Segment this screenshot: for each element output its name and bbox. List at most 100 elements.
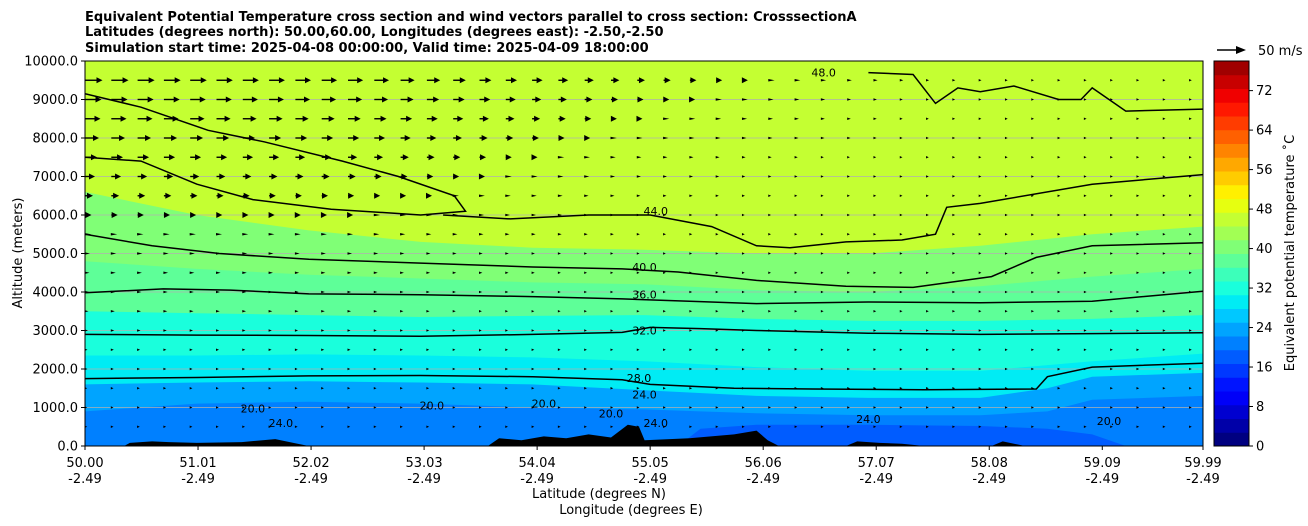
wind-arrow [242, 310, 247, 313]
wind-arrow-head [663, 136, 669, 140]
wind-arrow-head [242, 271, 247, 274]
wind-arrow [85, 115, 101, 122]
wind-arrow-head [1162, 271, 1166, 274]
wind-arrow [400, 233, 406, 236]
wind-arrow-head [374, 192, 381, 199]
wind-arrow [242, 252, 248, 255]
wind-arrow [505, 77, 518, 84]
wind-arrow-head [507, 135, 514, 141]
wind-arrow-head [110, 310, 115, 313]
wind-arrow [295, 192, 302, 199]
wind-arrow-head [505, 387, 508, 390]
wind-arrow-head [978, 213, 982, 217]
wind-arrow [1031, 213, 1034, 217]
wind-arrow [1004, 194, 1008, 197]
contour-line-48-6 [868, 71, 1203, 112]
wind-arrow [268, 233, 275, 236]
wind-arrow [321, 135, 334, 141]
wind-arrow-head [663, 387, 666, 390]
wind-arrow [715, 252, 719, 255]
wind-arrow [268, 329, 272, 332]
filled-band-7 [678, 424, 1126, 446]
wind-arrow [794, 79, 801, 82]
wind-arrow-head [610, 367, 614, 371]
wind-arrow [899, 213, 903, 217]
wind-arrow [610, 77, 620, 84]
contour-labels: 44.040.036.032.028.024.048.024.020.020.0… [241, 67, 1122, 430]
wind-arrow [189, 290, 194, 294]
wind-arrow [321, 367, 324, 371]
wind-arrow [426, 252, 431, 255]
wind-arrow [610, 406, 614, 409]
wind-arrow-head [455, 135, 462, 141]
wind-arrow-head [163, 406, 167, 409]
wind-arrow-head [223, 135, 230, 141]
contour-lines [85, 71, 1203, 391]
wind-arrow-head [610, 310, 614, 313]
wind-arrow [557, 425, 561, 428]
wind-arrow [321, 96, 337, 103]
wind-arrow-head [584, 406, 587, 409]
wind-arrow [189, 271, 195, 274]
quiver-key-label: 50 m/s [1258, 44, 1303, 59]
wind-arrow [926, 98, 929, 101]
wind-arrow [926, 271, 929, 274]
wind-arrow-head [899, 98, 903, 101]
wind-arrow [584, 425, 587, 428]
wind-arrow-head [85, 425, 88, 428]
wind-arrow [505, 154, 512, 161]
wind-arrow-head [251, 96, 258, 103]
wind-arrow-head [1110, 175, 1113, 178]
wind-arrow-head [1057, 156, 1061, 159]
wind-arrow [294, 348, 298, 351]
wind-arrow-head [1083, 233, 1087, 236]
wind-arrow-head [926, 348, 929, 351]
wind-arrow-head [636, 233, 640, 236]
wind-arrow [663, 77, 671, 84]
colorbar-segment-8 [1214, 322, 1249, 337]
wind-arrow-head [278, 77, 285, 84]
wind-arrow [715, 213, 719, 217]
wind-arrow [899, 79, 904, 82]
wind-arrow [531, 425, 535, 428]
wind-arrow [847, 79, 852, 82]
wind-arrow [1189, 348, 1192, 351]
wind-arrow [926, 175, 929, 178]
wind-arrow [794, 271, 798, 274]
wind-arrow-head [636, 406, 640, 409]
wind-arrow [321, 425, 324, 428]
wind-arrow-head [715, 117, 722, 120]
wind-arrow-head [215, 387, 219, 390]
wind-arrow [85, 154, 97, 161]
wind-arrow [926, 367, 929, 371]
wind-arrow [636, 233, 640, 236]
wind-arrow-head [531, 252, 535, 255]
wind-arrow [531, 252, 535, 255]
wind-arrow [1189, 175, 1192, 178]
wind-arrow-head [1057, 406, 1061, 409]
wind-arrow [636, 348, 640, 351]
wind-arrow [321, 115, 335, 122]
wind-arrow-head [1031, 233, 1034, 236]
x-tick-label-lon-3: -2.49 [407, 472, 441, 487]
wind-arrow [847, 175, 850, 178]
wind-arrow [741, 348, 745, 351]
wind-arrow [137, 329, 141, 332]
wind-arrow-head [249, 135, 256, 141]
contour-label-8: 20.0 [241, 402, 266, 415]
wind-arrow-head [189, 310, 194, 313]
wind-arrow [453, 173, 460, 180]
wind-arrow [531, 194, 537, 197]
wind-arrow [478, 367, 482, 371]
wind-arrow [400, 406, 403, 409]
wind-arrow [847, 136, 851, 140]
wind-arrow [663, 425, 666, 428]
wind-arrow [373, 406, 377, 409]
wind-arrow [242, 96, 258, 103]
wind-arrow [636, 387, 640, 390]
wind-arrow-head [189, 406, 193, 409]
wind-arrow-head [1189, 252, 1192, 255]
colorbar-segment-3 [1214, 391, 1249, 406]
wind-arrow-head [1110, 387, 1113, 390]
wind-arrow-head [1162, 233, 1166, 236]
